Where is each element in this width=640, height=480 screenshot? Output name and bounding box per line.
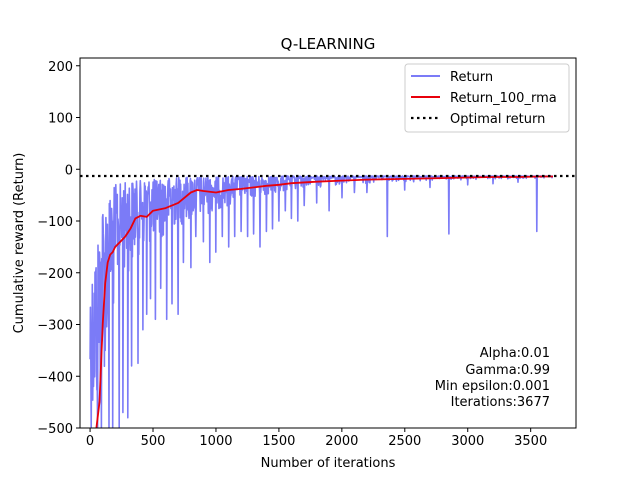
annotation-min-epsilon: Min epsilon:0.001 bbox=[435, 379, 550, 394]
x-tick-label: 0 bbox=[86, 434, 94, 449]
x-tick-label: 2500 bbox=[388, 434, 421, 449]
legend-label-optimal: Optimal return bbox=[450, 112, 545, 127]
x-axis: 0 500 1000 1500 2000 2500 3000 3500 bbox=[86, 428, 547, 449]
y-axis-label: Cumulative reward (Return) bbox=[12, 153, 27, 334]
y-tick-label: −500 bbox=[37, 422, 73, 437]
x-tick-label: 500 bbox=[141, 434, 166, 449]
y-tick-label: 0 bbox=[65, 163, 73, 178]
parameter-annotations: Alpha:0.01 Gamma:0.99 Min epsilon:0.001 … bbox=[435, 346, 550, 410]
annotation-iterations: Iterations:3677 bbox=[451, 395, 550, 410]
chart-title: Q-LEARNING bbox=[281, 35, 376, 53]
x-tick-label: 3500 bbox=[514, 434, 547, 449]
y-tick-label: −200 bbox=[37, 267, 73, 282]
y-tick-label: −300 bbox=[37, 319, 73, 334]
legend-label-return-rma: Return_100_rma bbox=[450, 91, 557, 106]
x-tick-label: 1500 bbox=[262, 434, 295, 449]
y-tick-label: −400 bbox=[37, 370, 73, 385]
legend-label-return: Return bbox=[450, 70, 493, 85]
x-axis-label: Number of iterations bbox=[261, 456, 396, 471]
x-tick-label: 3000 bbox=[451, 434, 484, 449]
y-tick-label: 100 bbox=[48, 112, 73, 127]
annotation-alpha: Alpha:0.01 bbox=[480, 346, 550, 361]
plot-frame bbox=[79, 57, 577, 429]
return-rma-series bbox=[95, 175, 553, 428]
annotation-gamma: Gamma:0.99 bbox=[465, 363, 550, 378]
legend: Return Return_100_rma Optimal return bbox=[404, 63, 570, 133]
legend-box bbox=[404, 63, 570, 133]
y-tick-label: −100 bbox=[37, 215, 73, 230]
return-rma-line bbox=[95, 175, 553, 428]
x-tick-label: 2000 bbox=[325, 434, 358, 449]
y-tick-label: 200 bbox=[48, 60, 73, 75]
plot-area bbox=[80, 174, 576, 428]
y-axis: 200 100 0 −100 −200 −300 −400 −500 bbox=[37, 60, 80, 437]
x-tick-label: 1000 bbox=[199, 434, 232, 449]
